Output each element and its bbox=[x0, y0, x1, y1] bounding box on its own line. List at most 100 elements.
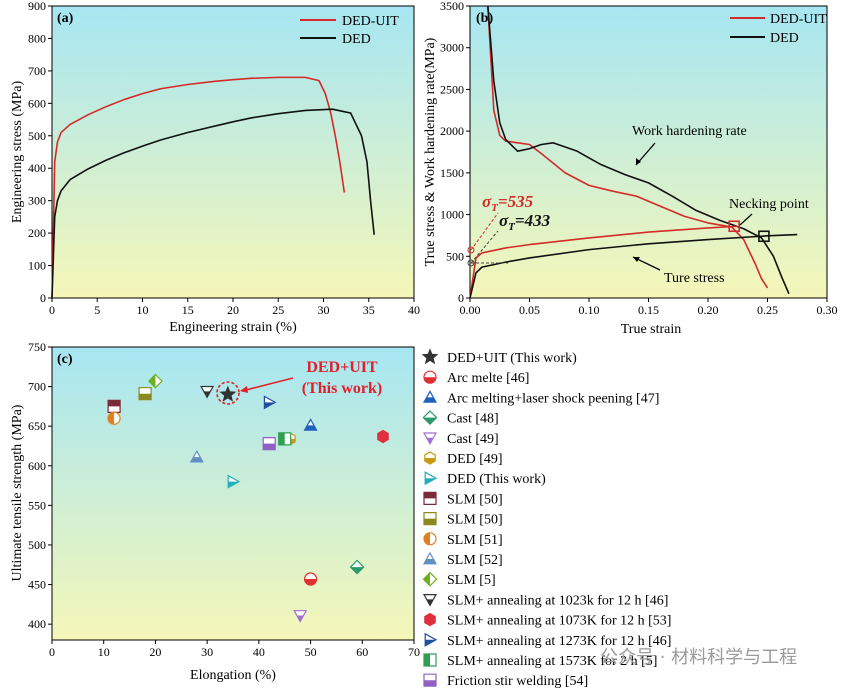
panel-a-xtick-label-5: 25 bbox=[272, 303, 284, 317]
panel-a-xtick-label-0: 0 bbox=[49, 303, 55, 317]
watermark: 公众号 · 材料科学与工程 bbox=[600, 647, 797, 668]
panel-a-ytick-label-6: 600 bbox=[28, 96, 46, 110]
panel-a-ytick-label-8: 800 bbox=[28, 31, 46, 45]
legend-c-label-7: SLM [50] bbox=[447, 492, 503, 507]
legend-c-label-3: Cast [48] bbox=[447, 412, 499, 427]
panel-c-plot-area bbox=[51, 346, 415, 641]
panel-b-series-3-line bbox=[469, 233, 798, 299]
scatter-point-9-0 bbox=[107, 411, 121, 425]
panel-c-xlabel: Elongation (%) bbox=[190, 668, 276, 683]
legend-c-marker-3 bbox=[422, 410, 438, 426]
scatter-point-6-0 bbox=[227, 474, 241, 489]
scatter-point-11-0 bbox=[147, 373, 163, 389]
legend-c-label-1: Arc melte [46] bbox=[447, 371, 529, 386]
scatter-point-10-0 bbox=[189, 449, 204, 463]
arrow-necking bbox=[739, 213, 753, 226]
panel-b-ytick-label-7: 3500 bbox=[440, 0, 464, 13]
panel-c-xtick-label-5: 50 bbox=[305, 645, 317, 659]
panel-b-label: (b) bbox=[476, 11, 493, 26]
panel-a-ytick-label-3: 300 bbox=[28, 194, 46, 208]
legend-c-label-8: SLM [50] bbox=[447, 513, 503, 528]
panel-c-xtick-label-7: 70 bbox=[408, 645, 420, 659]
legend-c-label-11: SLM [5] bbox=[447, 573, 496, 588]
legend-c-label-10: SLM [52] bbox=[447, 553, 503, 568]
legend-c-marker-11 bbox=[422, 571, 438, 587]
legend-c-marker-1 bbox=[423, 370, 437, 384]
panel-b-series-2-line bbox=[469, 225, 738, 299]
panel-c: 0 10 20 30 40 50 60 70400450500550600650700750 … bbox=[10, 340, 420, 683]
scatter-point-14-0 bbox=[263, 395, 277, 410]
panel-c-ytick-label-1: 450 bbox=[28, 578, 46, 592]
panel-a-ylabel: Engineering stress (MPa) bbox=[10, 81, 25, 224]
scatter-point-15-0 bbox=[278, 432, 292, 446]
legend-c-marker-0 bbox=[421, 348, 439, 365]
panel-a-xtick-label-8: 40 bbox=[408, 303, 420, 317]
panel-b-ytick-label-2: 1000 bbox=[440, 208, 464, 222]
panel-a-ytick-label-4: 400 bbox=[28, 161, 46, 175]
legend-c-label-5: DED [49] bbox=[447, 452, 503, 467]
sigma-ded-point bbox=[467, 259, 475, 267]
scatter-point-0-0 bbox=[219, 385, 237, 402]
panel-a: 0 5 10 15 20 25 30 35 40010020030040050060070080… bbox=[10, 0, 420, 335]
necking-marker-1 bbox=[758, 230, 770, 243]
legend-c-marker-7 bbox=[423, 491, 437, 505]
sigma-ded-uit-leader bbox=[470, 212, 499, 251]
panel-c-ytick-label-6: 700 bbox=[28, 380, 46, 394]
panel-a-plot-area bbox=[51, 5, 415, 299]
panel-a-ytick-label-0: 0 bbox=[40, 291, 46, 305]
sigma-ded-uit-point bbox=[467, 246, 475, 254]
panel-b-xtick-label-6: 0.30 bbox=[817, 303, 838, 317]
callout-arrow bbox=[241, 377, 294, 392]
legend-b-ded-uit-label: DED-UIT bbox=[770, 12, 827, 27]
legend-c-label-12: SLM+ annealing at 1023k for 12 h [46] bbox=[447, 593, 668, 608]
panel-a-xtick-label-3: 15 bbox=[182, 303, 194, 317]
legend-c-label-16: Friction stir welding [54] bbox=[447, 674, 588, 689]
panel-b-ytick-label-4: 2000 bbox=[440, 124, 464, 138]
panel-b-ylabel: True stress & Work hardening rate(MPa) bbox=[423, 37, 438, 266]
legend-c-marker-16 bbox=[423, 673, 437, 687]
scatter-point-1-0 bbox=[303, 572, 318, 586]
scatter-point-2-0 bbox=[303, 418, 318, 431]
annotation-necking-point: Necking point bbox=[729, 197, 809, 212]
legend-c-marker-5 bbox=[424, 451, 436, 465]
panel-b-ytick-label-5: 2500 bbox=[440, 82, 464, 96]
panel-a-series-1-line bbox=[51, 108, 375, 299]
panel-b-ytick-label-1: 500 bbox=[446, 249, 464, 263]
panel-c-xtick-label-3: 30 bbox=[201, 645, 213, 659]
legend-c-marker-4 bbox=[422, 432, 438, 446]
legend-c-label-13: SLM+ annealing at 1073K for 12 h [53] bbox=[447, 614, 671, 629]
legend-c-label-15: SLM+ annealing at 1573K for 2 h [5] bbox=[447, 654, 657, 669]
legend-c-marker-2 bbox=[422, 390, 438, 403]
sigma-ded: σT=433 bbox=[499, 211, 551, 233]
scatter-point-7-0 bbox=[107, 399, 121, 413]
panel-b: 0.00 0.05 0.10 0.15 0.20 0.25 0.30 0 500 1000 1500… bbox=[423, 0, 838, 337]
panel-a-xtick-label-1: 5 bbox=[94, 303, 100, 317]
annotation-ture-stress: Ture stress bbox=[664, 271, 725, 286]
scatter-point-13-0 bbox=[377, 429, 389, 444]
panel-a-xtick-label-4: 20 bbox=[227, 303, 239, 317]
panel-a-series-0-line bbox=[51, 76, 346, 299]
panel-a-ytick-label-7: 700 bbox=[28, 64, 46, 78]
scatter-point-8-0 bbox=[138, 387, 152, 401]
legend-c-marker-8 bbox=[423, 511, 437, 526]
legend-c-marker-10 bbox=[422, 551, 438, 565]
legend-c-marker-14 bbox=[424, 632, 438, 647]
panel-b-ytick-label-6: 3000 bbox=[440, 41, 464, 55]
this-work-highlight bbox=[216, 381, 240, 405]
legend-c-marker-15 bbox=[423, 653, 437, 667]
sigma-ded-leader bbox=[470, 230, 499, 264]
scatter-point-16-0 bbox=[262, 437, 276, 451]
panel-c-ytick-label-2: 500 bbox=[28, 538, 46, 552]
panel-c-xtick-label-6: 60 bbox=[356, 645, 368, 659]
panel-b-xtick-label-2: 0.10 bbox=[579, 303, 600, 317]
arrowhead-work-hardening bbox=[636, 158, 641, 165]
panel-c-legend: DED+UIT (This work) Arc melte [46] Arc mel… bbox=[421, 348, 671, 689]
panel-a-ytick-label-2: 200 bbox=[28, 226, 46, 240]
panel-c-xtick-label-4: 40 bbox=[253, 645, 265, 659]
panel-b-xtick-label-4: 0.20 bbox=[698, 303, 719, 317]
panel-c-ytick-label-3: 550 bbox=[28, 498, 46, 512]
panel-b-xtick-label-5: 0.25 bbox=[757, 303, 778, 317]
legend-c-label-0: DED+UIT (This work) bbox=[447, 351, 577, 366]
panel-a-xlabel: Engineering strain (%) bbox=[169, 320, 297, 335]
callout-line-2: (This work) bbox=[302, 380, 382, 397]
